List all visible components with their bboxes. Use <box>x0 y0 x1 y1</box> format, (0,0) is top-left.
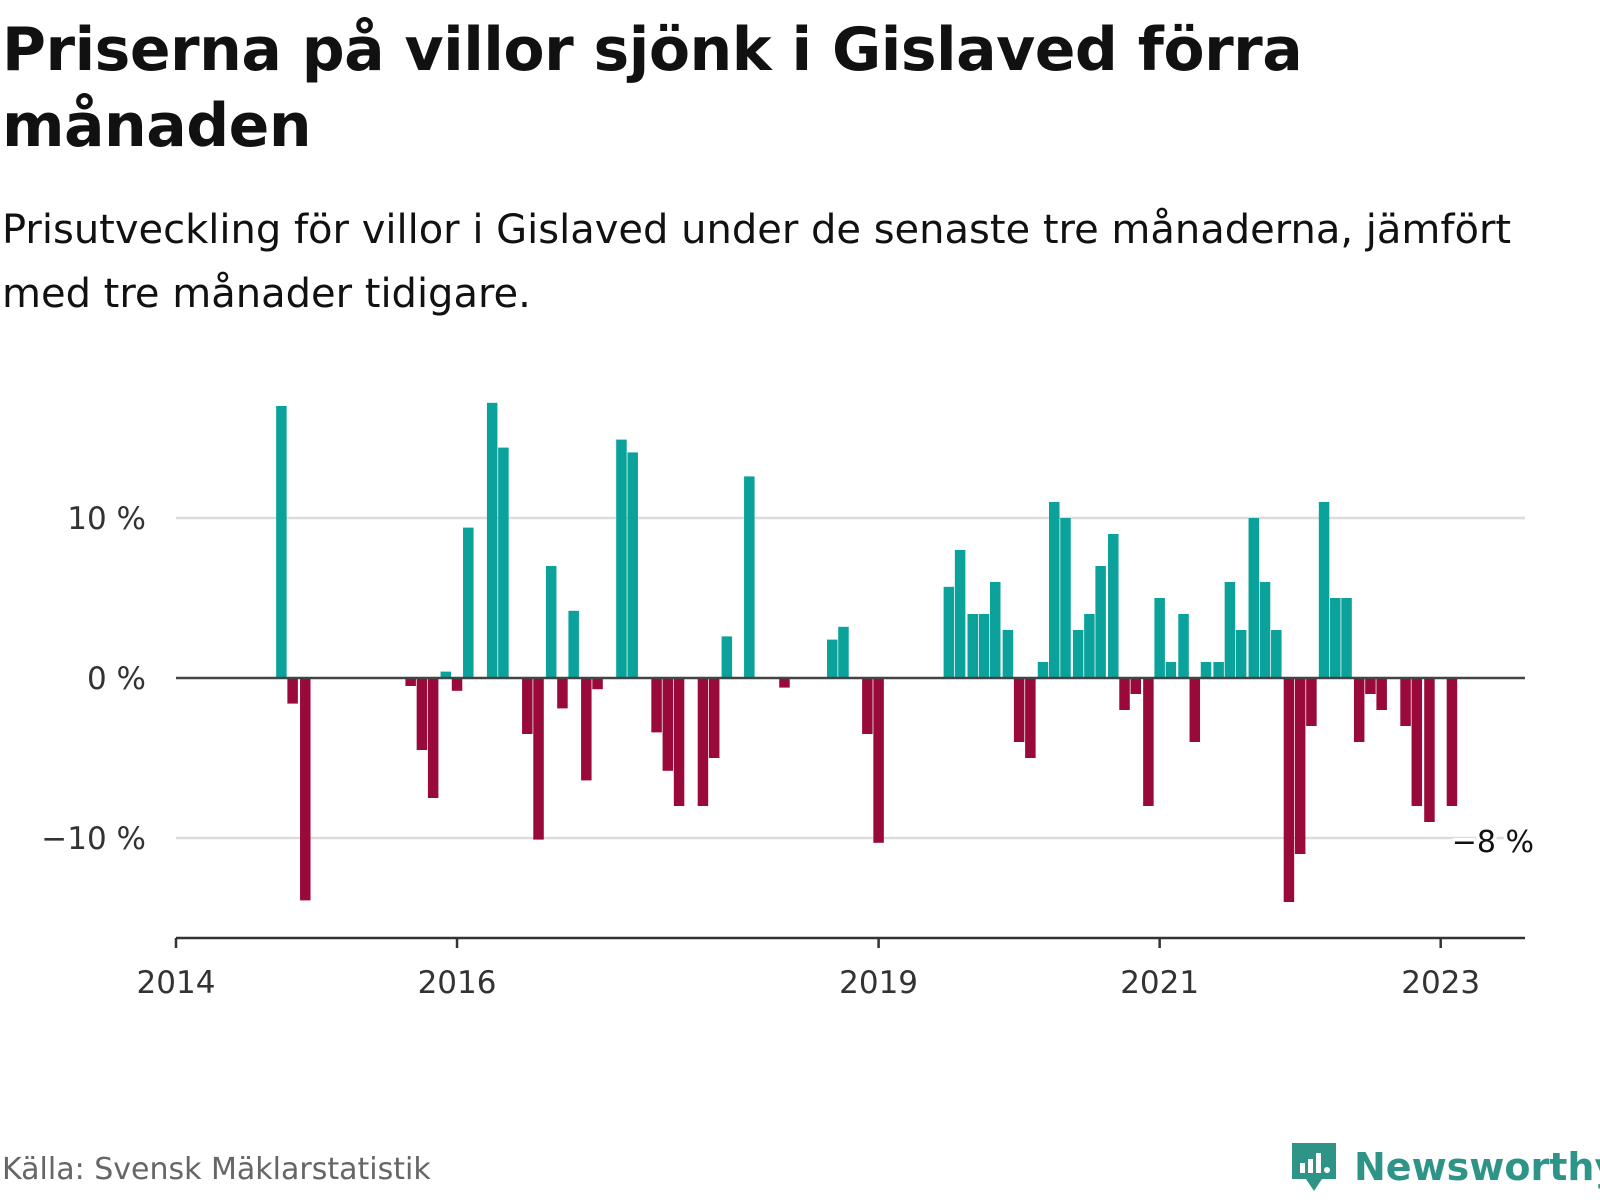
x-tick-label: 2014 <box>137 965 216 1001</box>
bar <box>1049 502 1060 678</box>
bar <box>967 614 978 678</box>
annotation-halo: −8 % <box>1452 825 1534 860</box>
bar <box>1084 614 1095 678</box>
bar <box>616 439 627 678</box>
bar <box>1353 678 1365 742</box>
bar <box>287 678 298 704</box>
x-tick-label: 2021 <box>1120 965 1199 1001</box>
bar <box>873 678 884 843</box>
bar <box>522 678 533 734</box>
bar <box>1130 678 1142 694</box>
bar <box>1330 598 1341 678</box>
bar <box>1200 662 1212 678</box>
bar <box>1318 502 1330 678</box>
bar <box>416 678 428 750</box>
bar <box>1143 678 1154 806</box>
bar <box>1060 518 1071 678</box>
bar <box>651 678 662 733</box>
bar <box>1165 662 1177 678</box>
bar <box>1072 630 1084 678</box>
bar-chart: 10 %0 %−10 %2014 2016 2019 2021 2023−8 %−8 % <box>41 402 1538 1001</box>
brand-name: Newsworthy <box>1354 1145 1600 1189</box>
bar <box>779 678 790 688</box>
x-tick-label: 2019 <box>839 965 918 1001</box>
bar <box>533 678 544 840</box>
bar <box>592 678 603 690</box>
bar <box>744 476 755 678</box>
bar <box>862 678 873 734</box>
bar <box>627 452 638 678</box>
y-tick-label: 0 % <box>87 661 146 697</box>
y-tick-label: −10 % <box>41 821 146 857</box>
bar <box>1178 614 1189 678</box>
bar <box>1119 678 1130 710</box>
bar <box>1306 678 1317 726</box>
bar <box>1376 678 1387 710</box>
bar <box>557 678 568 709</box>
bar <box>954 550 966 678</box>
newsworthy-logo-icon <box>1292 1143 1336 1191</box>
bar <box>1235 630 1247 678</box>
y-tick-label: 10 % <box>67 501 146 537</box>
bar <box>276 406 287 678</box>
bar <box>1095 566 1106 678</box>
bar <box>1365 678 1376 694</box>
bar <box>486 402 498 678</box>
bar <box>826 639 838 678</box>
page-title: Priserna på villor sjönk i Gislaved förr… <box>2 15 1303 161</box>
bar <box>721 636 733 678</box>
bar <box>1213 662 1224 678</box>
x-tick-label: 2023 <box>1401 965 1480 1001</box>
bar <box>545 566 557 678</box>
bar <box>978 614 990 678</box>
bar <box>662 678 674 771</box>
bar <box>427 678 439 798</box>
bar <box>440 671 452 678</box>
bar <box>697 678 709 806</box>
bar <box>1037 662 1049 678</box>
bar <box>463 527 474 678</box>
bar <box>708 678 720 758</box>
bar <box>1259 582 1271 678</box>
bar <box>300 678 311 901</box>
bar <box>1400 678 1411 726</box>
annotation-label: −8 % <box>1452 825 1534 860</box>
bar <box>943 586 955 678</box>
source-credit: Källa: Svensk Mäklarstatistik <box>2 1152 431 1187</box>
bar <box>1108 534 1119 678</box>
bar <box>1025 678 1036 758</box>
bar <box>1341 598 1352 678</box>
bar <box>1446 678 1458 806</box>
bar <box>1411 678 1423 806</box>
bar <box>673 678 685 806</box>
bar <box>1294 678 1306 854</box>
bar <box>1271 630 1282 678</box>
bar <box>1013 678 1025 742</box>
bar <box>1248 518 1260 678</box>
bar <box>1424 678 1435 822</box>
bar <box>1224 582 1236 678</box>
bar <box>581 678 592 781</box>
bar <box>989 582 1001 678</box>
brand-logo[interactable]: Newsworthy <box>1288 1137 1600 1197</box>
bar <box>1283 678 1295 902</box>
bar <box>498 447 509 678</box>
bar <box>1189 678 1201 742</box>
bar <box>451 678 463 691</box>
bar <box>1154 598 1165 678</box>
bar <box>1002 630 1014 678</box>
bar <box>405 678 416 686</box>
x-tick-label: 2016 <box>418 965 497 1001</box>
chart-subtitle: Prisutveckling för villor i Gislaved und… <box>2 207 1512 317</box>
bar <box>838 626 849 678</box>
bar <box>568 610 579 678</box>
